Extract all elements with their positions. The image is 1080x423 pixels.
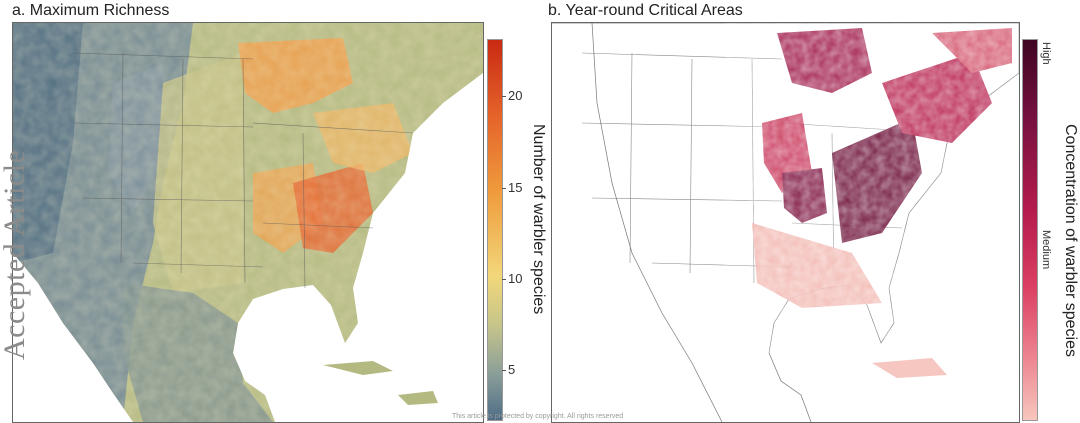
critical-areas-map-graphic <box>552 23 1019 422</box>
concentration-colorbar <box>1022 39 1038 421</box>
richness-tick-20: 20 <box>508 88 523 103</box>
richness-colorbar <box>487 39 503 421</box>
concentration-tick-medium: Medium <box>1040 230 1052 270</box>
concentration-colorbar-label: Concentration of warbler species <box>1062 124 1079 358</box>
tick-mark <box>502 279 506 280</box>
richness-tick-10: 10 <box>508 271 523 286</box>
concentration-tick-high: High <box>1040 42 1052 65</box>
critical-areas-map <box>551 22 1020 423</box>
richness-tick-5: 5 <box>508 362 516 377</box>
richness-tick-15: 15 <box>508 180 523 195</box>
accepted-article-watermark: Accepted Article <box>0 149 31 360</box>
tick-mark <box>502 188 506 189</box>
tick-mark <box>502 370 506 371</box>
richness-map <box>12 22 484 423</box>
richness-colorbar-label: Number of warbler species <box>530 124 547 315</box>
copyright-notice: This article is protected by copyright. … <box>452 413 624 420</box>
tick-mark <box>502 96 506 97</box>
richness-map-graphic <box>13 23 483 422</box>
panel-a-title: a. Maximum Richness <box>12 2 170 19</box>
panel-b-title: b. Year-round Critical Areas <box>548 2 743 19</box>
